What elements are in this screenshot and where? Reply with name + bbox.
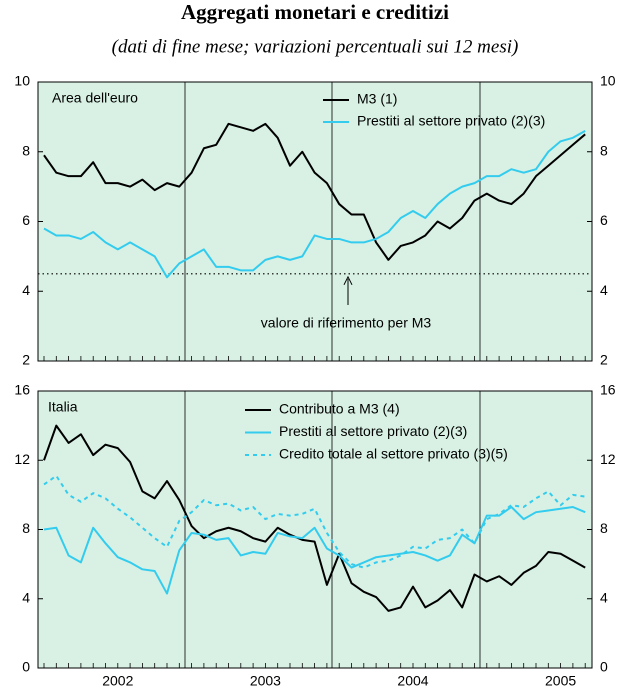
y2-tick-label: 10 xyxy=(600,73,616,89)
y2-tick-label: 8 xyxy=(600,142,608,158)
chart-subtitle: (dati di fine mese; variazioni percentua… xyxy=(112,36,519,57)
y2-tick-label: 4 xyxy=(600,282,608,298)
y-tick-label: 8 xyxy=(22,520,30,536)
y2-tick-label: 4 xyxy=(600,589,608,605)
data-line xyxy=(43,122,586,261)
y-tick-label: 10 xyxy=(14,73,30,89)
chart-title: Aggregati monetari e creditizi xyxy=(181,0,449,24)
legend-label: Contributo a M3 (4) xyxy=(279,401,400,417)
y2-tick-label: 16 xyxy=(600,382,616,398)
data-line xyxy=(43,424,586,612)
y-tick-label: 8 xyxy=(22,142,30,158)
legend-label: Prestiti al settore privato (2)(3) xyxy=(357,113,545,129)
x-tick-label: 2002 xyxy=(102,673,133,689)
y-tick-label: 0 xyxy=(22,659,30,675)
y-tick-label: 4 xyxy=(22,589,30,605)
data-line xyxy=(43,129,586,279)
annotation-arrowhead xyxy=(343,275,353,286)
y2-tick-label: 8 xyxy=(600,520,608,536)
y2-tick-label: 12 xyxy=(600,451,616,467)
panel-label: Area dell'euro xyxy=(52,90,138,106)
legend-label: Credito totale al settore privato (3)(5) xyxy=(279,446,508,462)
y2-tick-label: 6 xyxy=(600,212,608,228)
annotation: valore di riferimento per M3 xyxy=(261,315,432,331)
legend-label: Prestiti al settore privato (2)(3) xyxy=(279,423,467,439)
x-tick-label: 2005 xyxy=(545,673,576,689)
panel-label: Italia xyxy=(48,399,78,415)
x-tick-label: 2003 xyxy=(250,673,281,689)
y2-tick-label: 0 xyxy=(600,659,608,675)
x-tick-label: 2004 xyxy=(397,673,428,689)
y-tick-label: 16 xyxy=(14,382,30,398)
y-tick-label: 12 xyxy=(14,451,30,467)
legend-label: M3 (1) xyxy=(357,91,397,107)
y2-tick-label: 2 xyxy=(600,352,608,368)
data-line xyxy=(43,474,586,569)
y-tick-label: 4 xyxy=(22,282,30,298)
y-tick-label: 6 xyxy=(22,212,30,228)
plot-area xyxy=(37,81,593,362)
y-tick-label: 2 xyxy=(22,352,30,368)
